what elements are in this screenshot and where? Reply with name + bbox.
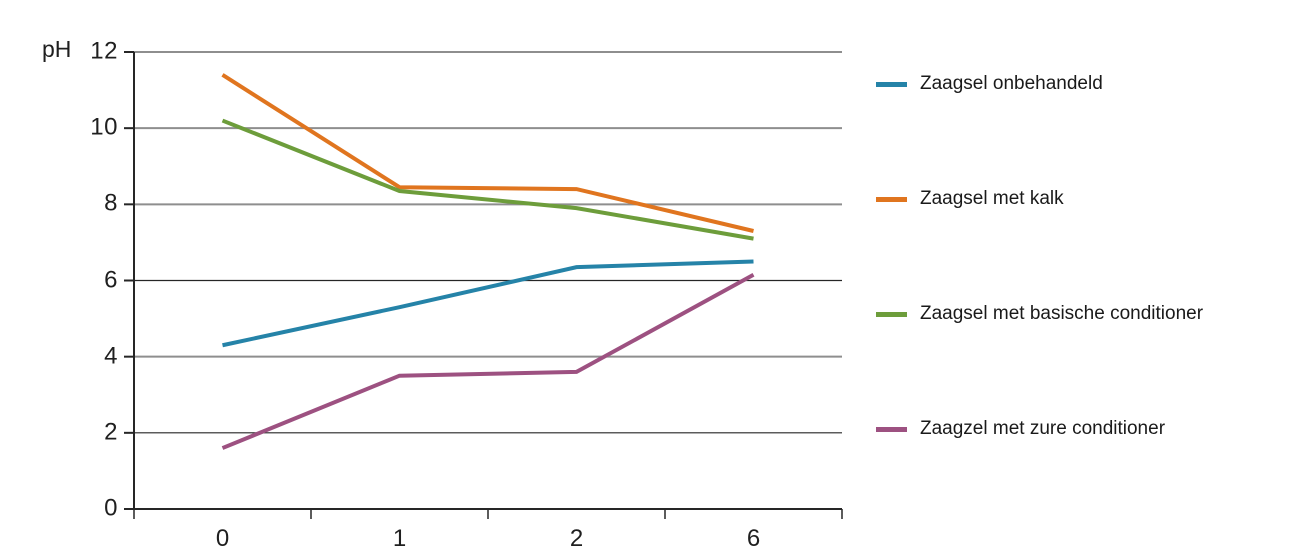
- series-line-0: [222, 259, 754, 348]
- legend-swatch-icon: [876, 196, 907, 202]
- x-tick-label: 2: [569, 525, 584, 552]
- legend-item: Zaagzel met zure conditioner: [876, 416, 1165, 442]
- legend-swatch-icon: [876, 311, 907, 317]
- x-tick-label: 6: [746, 525, 761, 552]
- legend-item-label: Zaagsel onbehandeld: [920, 73, 1103, 94]
- y-tick-label: 2: [104, 418, 118, 446]
- x-tick-label: 0: [215, 525, 230, 552]
- legend-item: Zaagsel met basische conditioner: [876, 301, 1203, 327]
- y-tick-label: 8: [104, 189, 118, 217]
- y-tick-label: 10: [90, 113, 118, 141]
- y-tick-label: 6: [104, 265, 118, 293]
- y-tick-label: 4: [104, 342, 118, 370]
- legend-item-label: Zaagsel met kalk: [920, 188, 1064, 209]
- legend-item: Zaagsel onbehandeld: [876, 71, 1103, 97]
- legend-swatch-icon: [876, 426, 907, 432]
- series-line-1: [221, 73, 754, 233]
- legend-item-label: Zaagzel met zure conditioner: [920, 418, 1166, 439]
- legend-item-label: Zaagsel met basische conditioner: [920, 303, 1204, 324]
- y-tick-label: 0: [104, 494, 118, 522]
- legend-item: Zaagsel met kalk: [876, 186, 1064, 212]
- y-tick-label: 12: [90, 37, 118, 65]
- series-line-2: [221, 118, 754, 241]
- y-axis-title: pH: [42, 36, 72, 62]
- series-line-3: [221, 273, 755, 450]
- x-tick-label: 1: [392, 525, 407, 552]
- legend-swatch-icon: [876, 81, 907, 87]
